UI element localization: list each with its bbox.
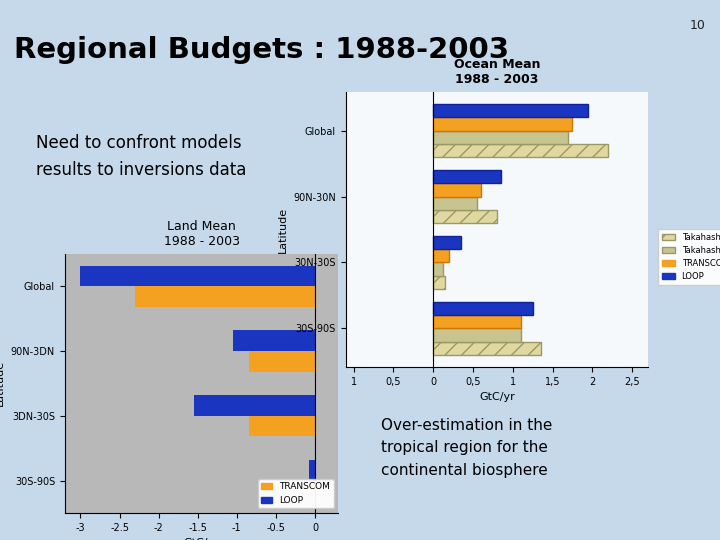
Bar [433, 210, 497, 223]
Bar [433, 275, 445, 289]
Text: Need to confront models
results to inversions data: Need to confront models results to inver… [36, 134, 246, 179]
Bar [433, 341, 541, 355]
Bar [433, 302, 533, 315]
Bar [433, 144, 608, 157]
Bar [233, 330, 315, 351]
Text: Over-estimation in the
tropical region for the
continental biosphere: Over-estimation in the tropical region f… [381, 418, 552, 478]
Bar [248, 351, 315, 372]
Bar [433, 104, 588, 118]
Text: 10: 10 [690, 19, 706, 32]
Bar [433, 197, 477, 210]
Bar [311, 481, 315, 501]
Bar [433, 118, 572, 131]
Title: Land Mean
1988 - 2003: Land Mean 1988 - 2003 [163, 220, 240, 248]
Bar [433, 236, 461, 249]
Bar [433, 328, 521, 341]
Bar [135, 286, 315, 307]
Text: Regional Budgets : 1988-2003: Regional Budgets : 1988-2003 [14, 36, 510, 64]
Bar [433, 262, 443, 275]
Bar [248, 416, 315, 436]
Bar [81, 266, 315, 286]
Bar [433, 249, 449, 262]
Bar [433, 131, 568, 144]
Title: Ocean Mean
1988 - 2003: Ocean Mean 1988 - 2003 [454, 58, 540, 86]
Y-axis label: Latitude: Latitude [278, 206, 287, 253]
Bar [433, 170, 501, 184]
X-axis label: GtC/yr: GtC/yr [184, 538, 220, 540]
Bar [433, 315, 521, 328]
Y-axis label: Latitude: Latitude [0, 360, 5, 407]
X-axis label: GtC/yr: GtC/yr [479, 393, 515, 402]
Bar [309, 460, 315, 481]
Bar [433, 184, 481, 197]
Legend: TRANSCOM, LOOP: TRANSCOM, LOOP [258, 479, 334, 509]
Bar [194, 395, 315, 416]
Legend: Takahashi (+rivers) 1995, Takahashi 1995, TRANSCOM, LOOP: Takahashi (+rivers) 1995, Takahashi 1995… [658, 228, 720, 286]
